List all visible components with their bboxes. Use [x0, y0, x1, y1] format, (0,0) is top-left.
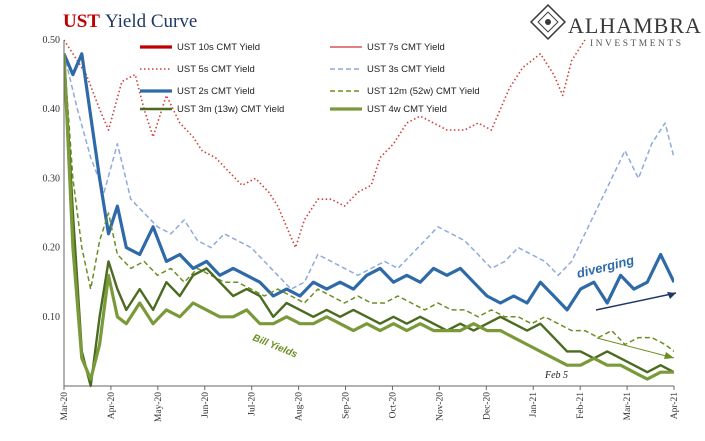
x-tick-label: Oct-20	[388, 392, 398, 419]
chart-title: UST Yield Curve	[63, 11, 197, 32]
arrow-head-icon	[664, 352, 674, 359]
y-axis: 0.50 0.40 0.30 0.20 0.10	[43, 35, 65, 386]
x-tick-label: Dec-20	[482, 392, 492, 420]
legend-label: UST 2s CMT Yield	[177, 86, 255, 97]
x-tick-label: Jan-21	[529, 392, 539, 418]
series-line-ust-3m-13w-cmt-yield	[64, 53, 674, 388]
x-tick-label: Mar-21	[623, 392, 633, 421]
x-axis: Mar-20 Apr-20 May-20 Jun-20 Jul-20 Aug-20 Sep-…	[60, 385, 680, 422]
legend-label: UST 5s CMT Yield	[177, 64, 255, 75]
series-line-ust-2s-cmt-yield	[64, 52, 674, 312]
x-tick-label: Jun-20	[201, 392, 211, 418]
x-tick-label: Jul-20	[248, 392, 258, 416]
x-tick-label: Apr-20	[107, 392, 117, 419]
x-tick-label: Feb-21	[576, 392, 586, 419]
legend-label: UST 12m (52w) CMT Yield	[367, 86, 480, 97]
arrow-head-icon	[667, 292, 676, 299]
legend-label: UST 7s CMT Yield	[367, 42, 445, 53]
y-tick-label: 0.50	[43, 35, 61, 46]
annotation-feb-5: Feb 5	[544, 370, 568, 381]
x-tick-label: Sep-20	[342, 392, 352, 419]
x-tick-label: Nov-20	[435, 392, 445, 421]
legend: UST 10s CMT Yield UST 7s CMT Yield UST 5s …	[140, 42, 480, 115]
x-tick-label: May-20	[154, 392, 164, 422]
y-tick-label: 0.30	[43, 173, 61, 184]
diverging-arrow-line	[595, 292, 677, 311]
diamond-logo-icon	[529, 3, 567, 41]
x-tick-label: Aug-20	[295, 392, 305, 421]
y-tick-label: 0.20	[43, 243, 61, 254]
series-line-ust-12m-52w-cmt-yield	[64, 53, 674, 352]
annotation-diverging: diverging	[575, 252, 635, 281]
legend-label: UST 3s CMT Yield	[367, 64, 445, 75]
y-tick-label: 0.40	[43, 104, 61, 115]
legend-label: UST 10s CMT Yield	[177, 42, 260, 53]
logo-subtitle: INVESTMENTS	[590, 39, 683, 49]
x-tick-label: Apr-21	[670, 392, 680, 419]
y-tick-label: 0.10	[43, 312, 61, 323]
series-line-ust-5s-cmt-yield	[64, 39, 586, 249]
x-tick-label: Mar-20	[60, 392, 70, 421]
bill-yields-arrow-line	[596, 337, 675, 359]
series-line-ust-3s-cmt-yield	[64, 53, 674, 290]
logo-name: ALHAMBRA	[568, 13, 702, 38]
annotation-bill-yields: Bill Yields	[251, 333, 299, 361]
legend-label: UST 4w CMT Yield	[367, 104, 447, 115]
alhambra-logo: ALHAMBRA INVESTMENTS	[529, 3, 702, 49]
plot-area	[64, 39, 674, 388]
legend-label: UST 3m (13w) CMT Yield	[177, 104, 284, 115]
series-line-ust-4w-cmt-yield	[64, 53, 674, 381]
